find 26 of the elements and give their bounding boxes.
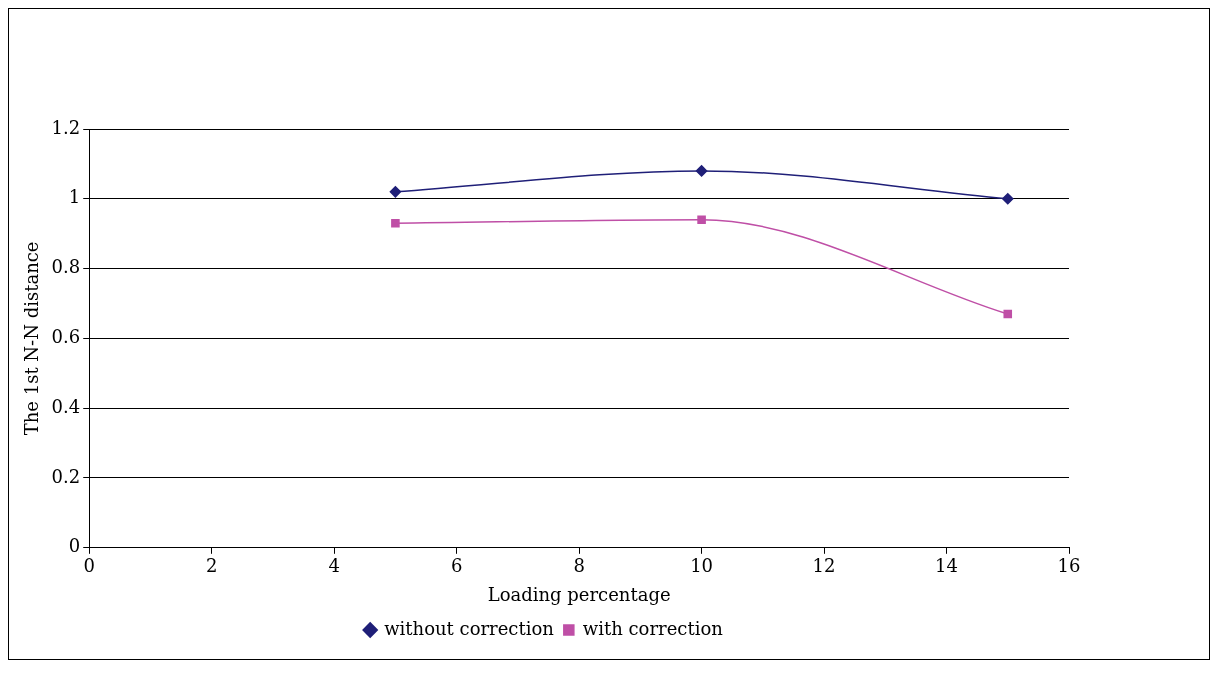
y-tick-label: 0 [68, 535, 81, 557]
legend-label: without correction [384, 617, 555, 639]
point [695, 165, 708, 177]
y-tick-label: 0.2 [51, 465, 81, 487]
legend-label: with correction [582, 617, 724, 639]
x-tick-label: 2 [205, 555, 218, 577]
y-tick-label: 1 [68, 186, 81, 208]
y-tick-label: 1.2 [51, 116, 81, 138]
x-tick-label: 16 [1057, 555, 1081, 577]
point [1003, 309, 1013, 319]
y-tick-label: 0.8 [51, 256, 81, 278]
point [1002, 193, 1014, 205]
point [697, 215, 706, 225]
x-tick-label: 8 [573, 555, 585, 577]
y-axis-title: The 1st N-N distance [21, 241, 43, 436]
x-tick-label: 4 [328, 555, 340, 577]
x-axis-title: Loading percentage [487, 583, 671, 605]
x-tick-label: 6 [450, 555, 463, 577]
x-tick-label: 14 [935, 555, 958, 577]
point [389, 186, 402, 198]
y-tick-label: 0.4 [51, 395, 81, 417]
x-tick-label: 12 [812, 555, 836, 577]
y-tick-label: 0.6 [51, 326, 81, 348]
x-tick-label: 0 [83, 555, 95, 577]
point [391, 218, 400, 228]
x-tick-label: 10 [690, 555, 714, 577]
